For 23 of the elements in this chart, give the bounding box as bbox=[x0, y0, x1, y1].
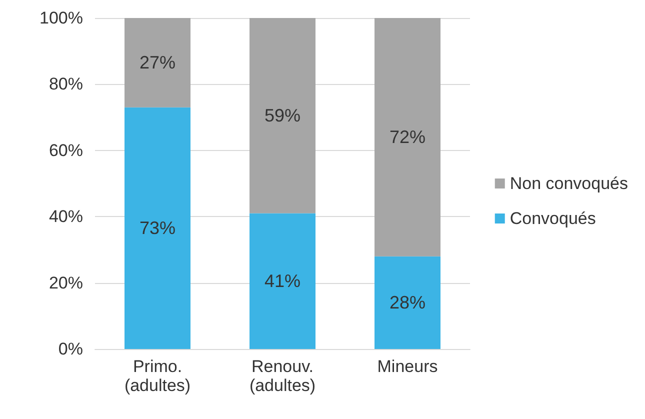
data-label: 41% bbox=[264, 271, 301, 292]
data-label: 72% bbox=[389, 127, 426, 148]
bar bbox=[374, 256, 440, 349]
bar bbox=[374, 18, 440, 256]
bar bbox=[250, 18, 316, 214]
y-tick-label: 100% bbox=[40, 8, 83, 28]
y-tick-label: 40% bbox=[48, 207, 83, 226]
legend-label: Convoqués bbox=[510, 209, 596, 228]
bar bbox=[124, 18, 190, 108]
bar bbox=[250, 213, 316, 349]
y-tick-label: 60% bbox=[48, 140, 83, 160]
x-tick-label: Primo. (adultes) bbox=[124, 357, 191, 395]
bar bbox=[124, 107, 190, 349]
y-tick-label: 80% bbox=[48, 74, 83, 94]
x-tick-label: Renouv. (adultes) bbox=[249, 357, 316, 395]
data-label: 27% bbox=[139, 52, 176, 73]
data-label: 59% bbox=[264, 106, 301, 126]
legend-label: Non convoqués bbox=[510, 174, 628, 193]
data-label: 28% bbox=[389, 292, 426, 313]
x-tick-label: Mineurs bbox=[377, 357, 438, 376]
data-label: 73% bbox=[139, 218, 176, 238]
y-tick-label: 20% bbox=[48, 273, 83, 292]
y-tick-label: 0% bbox=[58, 340, 83, 358]
